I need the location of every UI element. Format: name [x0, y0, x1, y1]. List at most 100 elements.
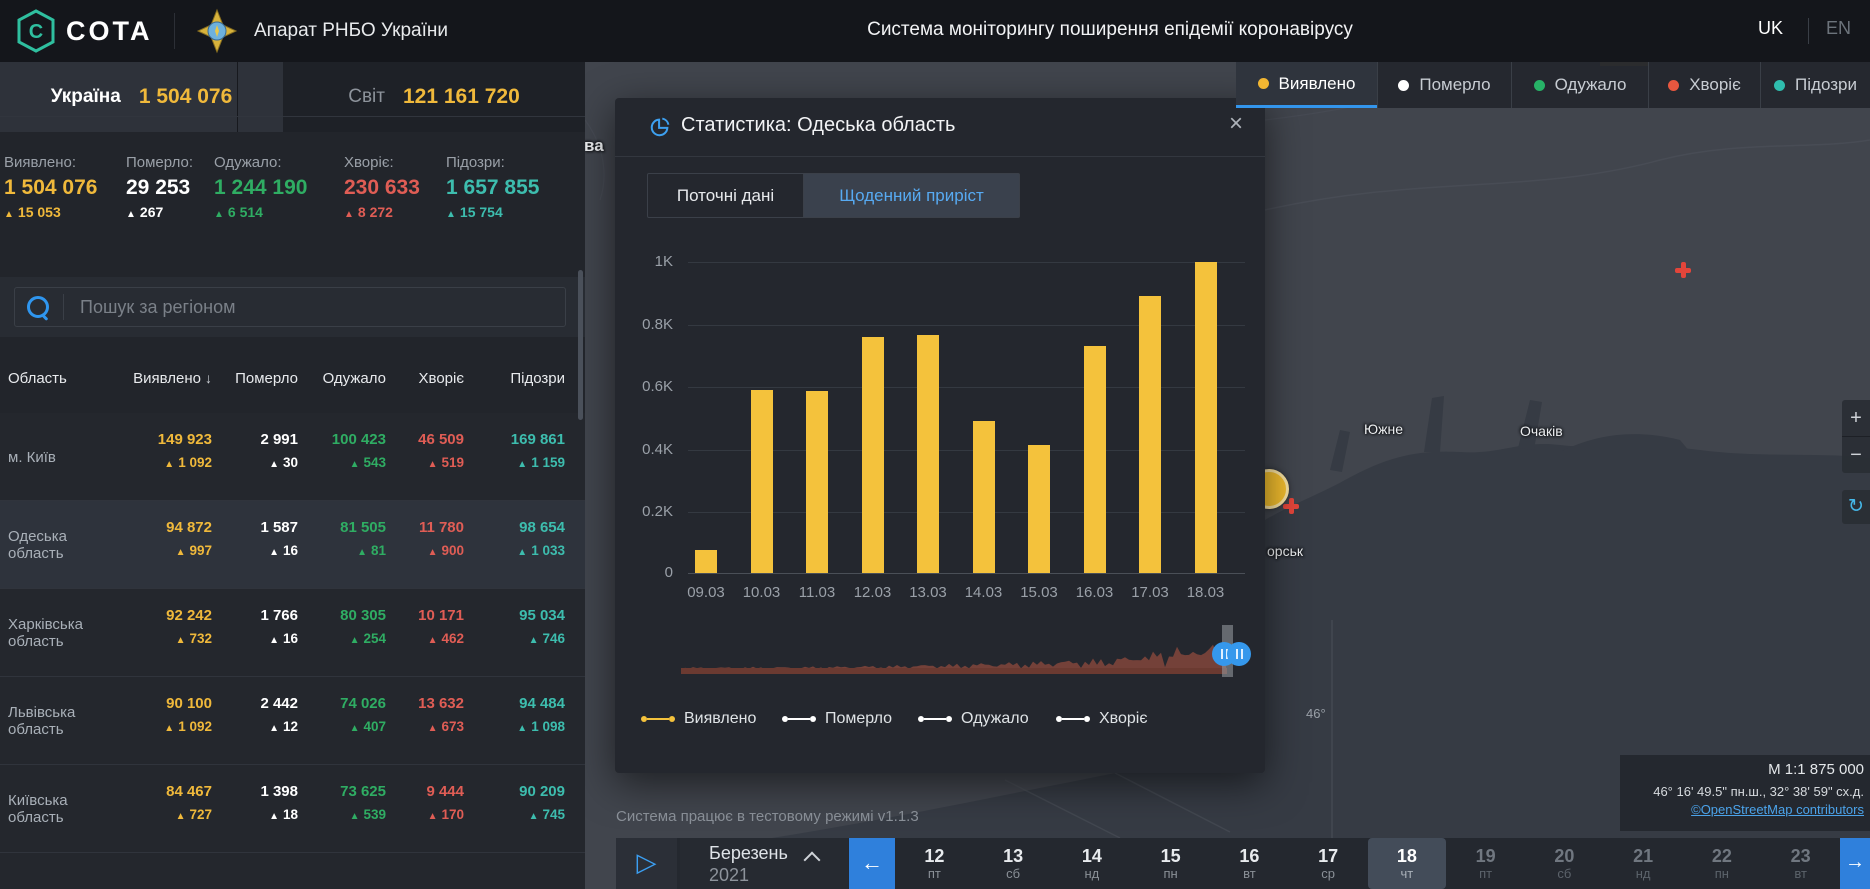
column-header-2[interactable]: Виявлено ↓ [133, 370, 212, 387]
chart-legend-item-4[interactable]: Хворіє [1056, 710, 1148, 728]
column-header-1[interactable]: Область [8, 370, 67, 387]
ukraine-total: 1 504 076 [138, 85, 233, 108]
legend-label: Підозри [1795, 75, 1857, 94]
cell-value: 2 991 [260, 431, 298, 448]
timeline-day-21[interactable]: 21 нд [1604, 838, 1683, 889]
chart-x-axis [688, 573, 1245, 574]
tab-daily-growth[interactable]: Щоденний приріст [804, 173, 1020, 218]
scrollbar[interactable] [578, 270, 583, 420]
medical-marker-icon[interactable] [1675, 262, 1691, 278]
lang-en-button[interactable]: EN [1826, 18, 1852, 38]
stat-value: 29 253 [126, 176, 191, 199]
map-legend-item-2[interactable]: Померло [1377, 62, 1511, 108]
day-weekday: нд [1635, 866, 1651, 881]
chart-bar[interactable] [806, 391, 828, 573]
chart-bar[interactable] [1194, 262, 1217, 573]
play-button[interactable]: ▷ [616, 838, 677, 889]
timeline-day-12[interactable]: 12 пт [895, 838, 974, 889]
cell-value: 74 026 [340, 695, 386, 712]
cell-value: 1 587 [260, 519, 298, 536]
timeline-day-22[interactable]: 22 пн [1683, 838, 1762, 889]
search-box[interactable] [14, 287, 566, 327]
table-cell: 169 861 ▲ 1 159 [511, 431, 565, 470]
chart-bar[interactable] [972, 421, 995, 573]
close-icon[interactable]: × [1228, 110, 1243, 137]
timeline-day-17[interactable]: 17 ср [1289, 838, 1368, 889]
cell-delta: ▲ 1 033 [517, 543, 565, 558]
timeline-day-16[interactable]: 16 вт [1210, 838, 1289, 889]
chart-legend-item-2[interactable]: Померло [782, 710, 892, 728]
chart-bar[interactable] [750, 390, 773, 573]
stat-column-5: Підозри: 1 657 855 ▲ 15 754 [446, 132, 539, 220]
cell-value: 81 505 [340, 519, 386, 536]
legend-label: Хворіє [1099, 710, 1148, 727]
chart-bar[interactable] [917, 335, 939, 573]
cell-value: 100 423 [331, 431, 386, 448]
up-arrow-icon: ▲ [427, 547, 438, 558]
cell-delta: ▲ 16 [269, 631, 298, 646]
timeline-day-14[interactable]: 14 нд [1053, 838, 1132, 889]
day-weekday: сб [1557, 866, 1572, 881]
search-input[interactable] [78, 295, 565, 319]
stat-label: Померло: [126, 154, 194, 171]
legend-label: Померло [1419, 75, 1491, 94]
table-row[interactable]: Одеська область 94 872 ▲ 997 1 587 ▲ 16 81 505 ▲… [0, 501, 585, 589]
stat-column-2: Померло: 29 253 ▲ 267 [126, 132, 193, 220]
cell-value: 13 632 [418, 695, 464, 712]
divider [63, 294, 64, 320]
tab-current-data[interactable]: Поточні дані [647, 173, 804, 218]
prev-day-button[interactable]: ← [849, 838, 895, 889]
column-header-4[interactable]: Одужало [322, 370, 386, 387]
table-cell: 46 509 ▲ 519 [418, 431, 464, 470]
stat-value: 1 244 190 [214, 176, 308, 199]
up-arrow-icon: ▲ [528, 811, 539, 822]
timeline-day-23[interactable]: 23 вт [1761, 838, 1840, 889]
legend-dot-icon [1257, 78, 1269, 89]
map-legend-item-1[interactable]: Виявлено [1236, 62, 1377, 108]
tab-ukraine[interactable]: Україна 1 504 076 [0, 62, 283, 132]
timeline-day-19[interactable]: 19 пт [1446, 838, 1525, 889]
column-header-5[interactable]: Хворіє [418, 370, 464, 387]
day-cells: 12 пт 13 сб 14 нд 15 пн 16 вт 17 ср 18 чт 19 пт 20 сб 21 нд… [895, 838, 1840, 889]
chart-bar[interactable] [1028, 445, 1050, 573]
range-overview-sparkline[interactable] [681, 628, 1233, 674]
cell-delta: ▲ 746 [528, 631, 565, 646]
cell-value: 98 654 [519, 519, 565, 536]
tab-world[interactable]: Світ 121 161 720 [283, 62, 585, 132]
world-total: 121 161 720 [402, 85, 520, 108]
timeline-day-15[interactable]: 15 пн [1131, 838, 1210, 889]
timeline-day-20[interactable]: 20 сб [1525, 838, 1604, 889]
stat-label: Виявлено: [4, 154, 77, 171]
column-header-6[interactable]: Підозри [510, 370, 565, 387]
app-logo[interactable]: C COTA [16, 9, 153, 53]
column-header-3[interactable]: Померло [235, 370, 298, 387]
chart-bar[interactable] [1083, 346, 1106, 573]
table-row[interactable]: Львівська область 90 100 ▲ 1 092 2 442 ▲ 12 74 … [0, 677, 585, 765]
timeline-day-13[interactable]: 13 сб [974, 838, 1053, 889]
cell-delta: ▲ 407 [349, 719, 386, 734]
chart-legend-item-1[interactable]: Виявлено [641, 710, 756, 728]
cell-delta: ▲ 745 [528, 807, 565, 822]
year-label: 2021 [709, 865, 750, 885]
map-legend-item-4[interactable]: Хворіє [1648, 62, 1760, 108]
map-zoom-in-button[interactable]: + [1842, 400, 1870, 437]
range-slider-handle[interactable] [1227, 642, 1251, 666]
chart-legend-item-3[interactable]: Одужало [918, 710, 1029, 728]
chart-bar[interactable] [1139, 296, 1161, 573]
map-legend-item-3[interactable]: Одужало [1511, 62, 1648, 108]
map-refresh-button[interactable]: ↻ [1842, 490, 1870, 524]
table-row[interactable]: Київська область 84 467 ▲ 727 1 398 ▲ 18 73 625… [0, 765, 585, 853]
timeline-day-18[interactable]: 18 чт [1367, 838, 1447, 889]
map-legend-item-5[interactable]: Підозри [1760, 62, 1870, 108]
chart-bar[interactable] [695, 550, 717, 573]
month-selector[interactable]: Березень 2021 [680, 838, 848, 889]
day-number: 20 [1554, 846, 1575, 866]
chart-bar[interactable] [861, 337, 884, 573]
map-zoom-out-button[interactable]: − [1842, 437, 1870, 473]
osm-attribution-link[interactable]: ©OpenStreetMap contributors [1691, 802, 1864, 817]
medical-marker-icon[interactable] [1283, 498, 1299, 514]
lang-uk-button[interactable]: UK [1758, 18, 1784, 38]
next-day-button[interactable]: → [1840, 838, 1870, 889]
table-row[interactable]: м. Київ 149 923 ▲ 1 092 2 991 ▲ 30 100 423 ▲ 543 4… [0, 413, 585, 501]
table-row[interactable]: Харківська область 92 242 ▲ 732 1 766 ▲ 16 80 3… [0, 589, 585, 677]
